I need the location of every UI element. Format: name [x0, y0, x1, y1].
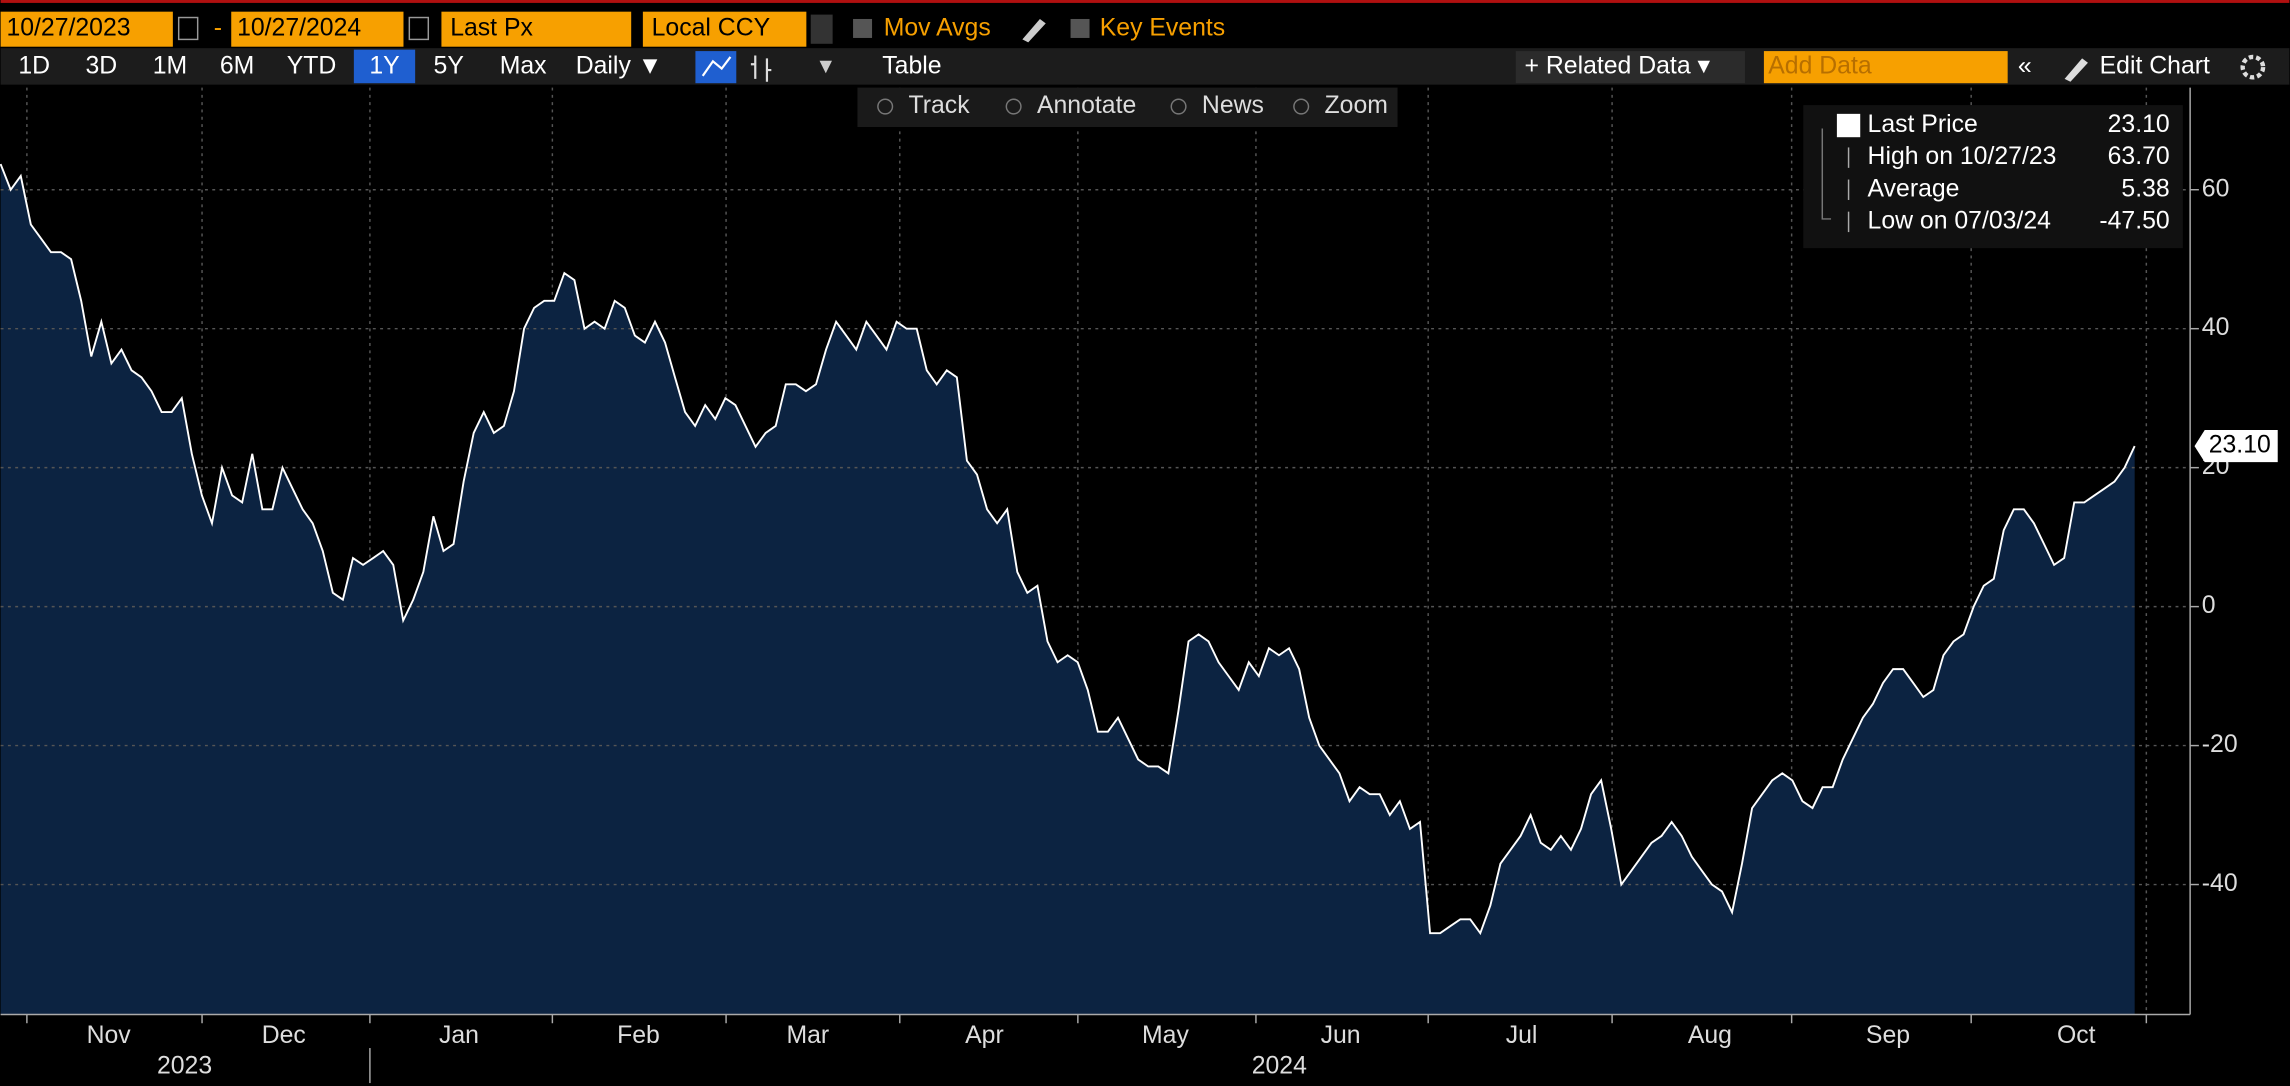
end-date-field[interactable]	[231, 11, 404, 47]
tools: Track Annotate News Zoom	[877, 92, 1388, 119]
field: Last Px	[450, 15, 533, 42]
area	[0, 164, 2135, 1015]
dropdown[interactable]: ▾	[819, 53, 832, 80]
y-tick-label: -40	[2202, 870, 2238, 897]
top-border	[0, 0, 2290, 3]
x-tick-label: Mar	[786, 1022, 829, 1049]
x-tick-label: Jun	[1321, 1022, 1361, 1049]
y-tick-label: -20	[2202, 731, 2238, 758]
price-tag-label: 23.10	[2209, 432, 2271, 459]
range-button[interactable]: 1D	[18, 53, 50, 80]
range-button[interactable]: 3D	[85, 53, 117, 80]
dash: -	[214, 15, 222, 42]
mov-avgs[interactable]: Mov Avgs	[884, 15, 991, 42]
y-tick-label: 40	[2202, 314, 2230, 341]
line-icon	[701, 56, 732, 77]
tool-icon	[1170, 98, 1187, 115]
legend-box	[1803, 105, 2183, 249]
legend-swatch	[1836, 113, 1861, 138]
tool-icon	[1005, 98, 1022, 115]
tool-icon	[1293, 98, 1310, 115]
pencil-icon[interactable]	[1022, 18, 1046, 43]
legend-label: Low on 07/03/24	[1868, 207, 2052, 234]
x-tick-label: Jan	[439, 1022, 479, 1049]
legend-label: High on 10/27/23	[1868, 143, 2057, 170]
legend-bracket	[1821, 128, 1832, 220]
legend-value: -47.50	[2099, 207, 2169, 234]
price-line	[0, 163, 2136, 936]
legend-label: Average	[1868, 175, 1960, 202]
related-data-button[interactable]	[1515, 51, 1745, 84]
toolbar-row-1: 10/27/2023 - 10/27/2024 Last Px Local CC…	[0, 11, 1225, 47]
legend-value: 5.38	[2121, 175, 2169, 202]
range-button[interactable]: 1M	[153, 53, 187, 80]
x-tick-label: May	[1142, 1022, 1189, 1049]
tool-button[interactable]: News	[1202, 92, 1264, 119]
key-events[interactable]: Key Events	[1100, 15, 1225, 42]
x-tick-label: Feb	[617, 1022, 660, 1049]
table[interactable]: Table	[882, 53, 941, 80]
checkbox[interactable]	[853, 18, 873, 38]
tool-button[interactable]: Annotate	[1037, 92, 1136, 119]
tools-bar	[857, 87, 1398, 127]
range-button[interactable]: 6M	[220, 53, 254, 80]
y-tick-label: 0	[2202, 592, 2216, 619]
related-data: + Related Data ▾	[1525, 53, 1711, 80]
x-tick-label: Jul	[1506, 1022, 1538, 1049]
range-button[interactable]: 5Y	[434, 53, 464, 80]
calendar-icon[interactable]	[408, 16, 430, 41]
field-box[interactable]	[441, 11, 632, 47]
add-data: Add Data	[1768, 53, 1872, 80]
range-selected	[353, 49, 416, 84]
legend-value: 23.10	[2108, 111, 2170, 138]
x-tick-label: Oct	[2057, 1022, 2096, 1049]
pencil-icon	[2064, 58, 2088, 82]
x-tick-label: Nov	[87, 1022, 132, 1049]
checkbox[interactable]	[1070, 18, 1090, 38]
ranges: 1D 3D 1M 6M YTD 1Y 5Y Max	[18, 53, 547, 80]
calendar-icon[interactable]	[177, 16, 199, 41]
x-tick-label: Apr	[965, 1022, 1004, 1049]
tool-button[interactable]: Track	[909, 92, 971, 119]
y-tick-label: 60	[2202, 175, 2230, 202]
range-button[interactable]: YTD	[287, 53, 337, 80]
x-tick-label: Sep	[1866, 1022, 1910, 1049]
dropdown[interactable]	[810, 14, 833, 44]
x-tick-label: Aug	[1688, 1022, 1732, 1049]
collapse[interactable]: «	[2018, 53, 2032, 80]
frequency[interactable]: Daily ▼	[576, 53, 663, 80]
legend-label: Last Price	[1868, 111, 1978, 138]
add-data-field[interactable]	[1763, 51, 2008, 84]
range-button[interactable]: 1Y	[369, 53, 399, 80]
bar-icon[interactable]	[750, 55, 772, 82]
year-label: 2024	[1252, 1053, 1307, 1080]
line-chart-button[interactable]	[695, 51, 737, 84]
settings-icon[interactable]	[2240, 54, 2266, 80]
tool-icon	[877, 98, 894, 115]
tool-button[interactable]: Zoom	[1325, 92, 1388, 119]
edit-chart[interactable]: Edit Chart	[2100, 53, 2210, 80]
end-date: 10/27/2024	[237, 15, 361, 42]
start-date-field[interactable]	[0, 11, 173, 47]
price-tag	[2194, 430, 2278, 463]
currency-box[interactable]	[642, 11, 807, 47]
range-button[interactable]: Max	[500, 53, 547, 80]
x-tick-label: Dec	[262, 1022, 306, 1049]
start-date: 10/27/2023	[6, 15, 130, 42]
year-label: 2023	[157, 1053, 212, 1080]
currency: Local CCY	[652, 15, 771, 42]
legend-value: 63.70	[2108, 143, 2170, 170]
